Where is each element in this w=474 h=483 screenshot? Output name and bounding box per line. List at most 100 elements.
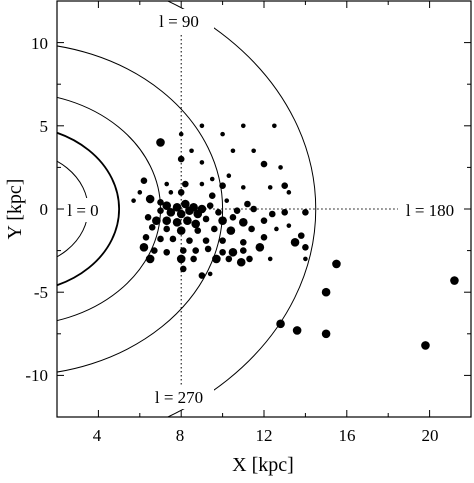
y-tick-label: -5: [34, 283, 48, 302]
data-point: [198, 272, 206, 279]
data-point: [219, 182, 226, 190]
data-point: [202, 237, 210, 244]
data-point: [236, 257, 246, 267]
data-point: [172, 218, 182, 227]
data-point: [209, 176, 215, 182]
longitude-label-bottom: l = 270: [155, 388, 203, 407]
data-point: [166, 208, 176, 217]
data-point: [302, 209, 309, 216]
data-point: [240, 238, 247, 246]
longitude-labels: l = 90 l = 180 l = 270 l = 0: [62, 9, 462, 409]
data-point: [162, 216, 172, 225]
data-point: [228, 247, 238, 257]
data-point: [162, 201, 172, 210]
data-point: [267, 256, 273, 262]
data-point: [211, 225, 218, 233]
data-point: [150, 247, 158, 254]
data-point: [186, 237, 193, 244]
data-point: [185, 206, 194, 215]
data-point: [229, 214, 237, 221]
data-point: [194, 227, 202, 234]
label-bottom-bg: [144, 385, 214, 409]
x-axis-ticks: [56, 1, 472, 417]
y-axis-ticks: [57, 0, 471, 418]
data-point: [286, 190, 292, 195]
data-point: [202, 215, 210, 223]
data-point: [183, 216, 192, 225]
data-point: [152, 216, 161, 225]
data-point: [145, 194, 155, 204]
data-point: [255, 242, 265, 252]
data-point: [278, 165, 283, 170]
data-point: [240, 247, 247, 254]
y-tick-label: 5: [40, 117, 49, 136]
data-point: [179, 247, 187, 254]
data-point: [137, 190, 143, 195]
data-point: [191, 219, 200, 229]
data-point: [193, 209, 203, 219]
data-point: [212, 254, 221, 264]
data-point: [244, 200, 251, 208]
data-point: [208, 192, 216, 199]
data-point: [246, 255, 253, 263]
data-point: [190, 255, 197, 263]
data-point: [292, 326, 302, 335]
data-point: [148, 224, 156, 231]
data-point: [157, 235, 164, 243]
data-point: [260, 233, 268, 241]
data-point: [260, 160, 268, 168]
data-point: [230, 148, 236, 154]
data-point: [131, 198, 136, 203]
data-point: [241, 123, 246, 129]
data-point: [274, 226, 279, 232]
data-point: [268, 210, 276, 218]
data-point: [157, 207, 164, 214]
data-point: [144, 214, 152, 221]
data-point: [142, 233, 150, 241]
data-point: [157, 199, 164, 206]
data-point: [248, 225, 255, 233]
data-point: [290, 237, 300, 247]
data-point: [207, 271, 213, 277]
longitude-label-left: l = 0: [67, 201, 98, 220]
data-point: [219, 248, 226, 256]
data-point: [215, 209, 222, 216]
x-tick-label: 20: [422, 426, 439, 445]
data-point: [163, 248, 171, 256]
data-point: [206, 202, 214, 209]
data-point: [177, 155, 185, 163]
data-point: [226, 226, 236, 235]
label-top-bg: [144, 9, 214, 33]
data-point: [199, 160, 205, 165]
data-point: [177, 189, 185, 196]
data-point: [303, 256, 308, 262]
y-axis: 10 5 0 -5 -10 Y [kpc]: [4, 0, 471, 418]
data-point: [169, 235, 177, 243]
x-tick-label: 16: [339, 426, 356, 445]
data-point: [156, 138, 165, 147]
data-point: [297, 232, 305, 239]
data-point: [321, 329, 331, 339]
x-axis-title: X [kpc]: [232, 454, 294, 476]
data-point: [192, 247, 199, 254]
data-point: [281, 182, 289, 190]
data-point: [276, 319, 285, 329]
data-point: [226, 173, 232, 179]
data-points: [131, 123, 459, 350]
y-axis-title: Y [kpc]: [4, 179, 26, 240]
data-point: [163, 225, 171, 233]
data-point: [224, 198, 230, 203]
data-point: [199, 181, 205, 187]
longitude-label-top: l = 90: [159, 12, 199, 31]
galactocentric-circle: [57, 131, 120, 287]
label-left-bg: [62, 198, 104, 222]
data-point: [239, 218, 248, 227]
data-point: [145, 254, 155, 264]
data-point: [172, 203, 182, 212]
data-point: [176, 226, 186, 235]
data-point: [272, 123, 277, 129]
data-point: [281, 209, 289, 216]
data-point: [164, 181, 170, 187]
data-point: [189, 148, 194, 154]
